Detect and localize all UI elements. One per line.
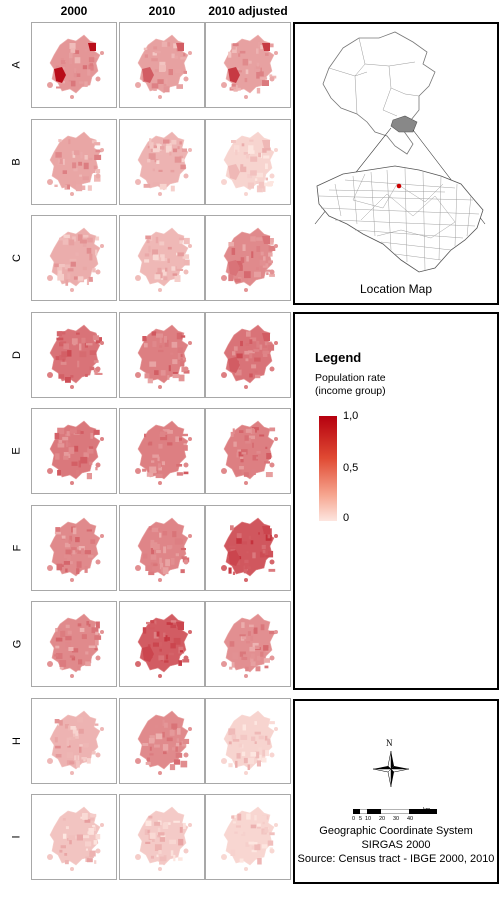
row-label-i: I: [8, 794, 26, 880]
legend-max-label: 1,0: [343, 410, 359, 422]
row-label-text: I: [11, 835, 23, 839]
scale-tick-5: 5: [359, 816, 363, 822]
map-f-2000: [31, 505, 117, 591]
state-municipalities: [316, 165, 484, 273]
map-d-2010-adjusted: [205, 312, 291, 398]
map-d-2000: [31, 312, 117, 398]
location-map-panel: Location Map: [293, 22, 499, 305]
location-map-caption: Location Map: [359, 282, 433, 296]
info-line-coordinate-system: Geographic Coordinate System: [319, 825, 473, 837]
row-label-e: E: [8, 408, 26, 494]
row-label-b: B: [8, 119, 26, 205]
map-f-2010-adjusted: [205, 505, 291, 591]
info-line-source: Source: Census tract - IBGE 2000, 2010: [297, 853, 495, 865]
map-i-2000: [31, 794, 117, 880]
legend-subtitle-line1: Population rate: [315, 372, 386, 384]
study-area-marker: [396, 183, 402, 189]
row-label-text: G: [11, 639, 23, 649]
legend-subtitle-line2: (income group): [315, 385, 386, 397]
row-label-text: H: [10, 737, 23, 745]
scale-tick-30: 30: [393, 816, 400, 822]
map-c-2000: [31, 215, 117, 301]
legend-title: Legend: [315, 350, 362, 365]
legend-color-ramp: [319, 416, 337, 521]
scale-tick-20: 20: [379, 816, 386, 822]
map-h-2010: [119, 698, 205, 784]
info-line-datum: SIRGAS 2000: [361, 839, 431, 851]
row-label-f: F: [8, 505, 26, 591]
scale-tick-0: 0: [352, 816, 356, 822]
row-label-h: H: [8, 698, 26, 784]
row-label-text: E: [11, 447, 23, 455]
column-header-2000: 2000: [60, 4, 88, 18]
map-e-2010-adjusted: [205, 408, 291, 494]
map-a-2010: [119, 22, 205, 108]
map-d-2010: [119, 312, 205, 398]
map-g-2010-adjusted: [205, 601, 291, 687]
map-b-2010-adjusted: [205, 119, 291, 205]
row-label-g: G: [8, 601, 26, 687]
location-map: [314, 31, 486, 273]
north-label: N: [386, 738, 393, 748]
map-g-2000: [31, 601, 117, 687]
row-label-text: D: [10, 351, 23, 359]
row-label-text: A: [11, 61, 23, 69]
sao-paulo-state-highlight: [390, 115, 418, 133]
map-g-2010: [119, 601, 205, 687]
map-a-2000: [31, 22, 117, 108]
legend-panel: Legend Population rate (income group) 1,…: [293, 312, 499, 690]
row-label-d: D: [8, 312, 26, 398]
legend-min-label: 0: [343, 512, 350, 524]
scale-tick-40: 40: [407, 816, 414, 822]
map-e-2000: [31, 408, 117, 494]
legend-mid-label: 0,5: [343, 462, 359, 474]
column-header-2010: 2010: [148, 4, 176, 18]
scale-bar: [353, 809, 437, 814]
map-h-2010-adjusted: [205, 698, 291, 784]
row-label-text: F: [10, 544, 23, 552]
map-b-2000: [31, 119, 117, 205]
row-label-c: C: [8, 215, 26, 301]
map-a-2010-adjusted: [205, 22, 291, 108]
row-label-text: C: [10, 254, 23, 262]
north-arrow-icon: [372, 750, 410, 788]
row-label-a: A: [8, 22, 26, 108]
map-f-2010: [119, 505, 205, 591]
map-i-2010: [119, 794, 205, 880]
scale-unit: km: [423, 807, 431, 813]
map-h-2000: [31, 698, 117, 784]
info-panel: N 0 5 10 20 30 40 km Geographic Coordina…: [293, 699, 499, 884]
scale-tick-10: 10: [365, 816, 372, 822]
legend-subtitle: Population rate (income group): [315, 372, 386, 398]
map-c-2010-adjusted: [205, 215, 291, 301]
map-c-2010: [119, 215, 205, 301]
row-label-text: B: [11, 158, 23, 166]
map-b-2010: [119, 119, 205, 205]
column-header-2010-adjusted: 2010 adjusted: [208, 4, 288, 18]
brazil-outline: [322, 31, 436, 155]
map-i-2010-adjusted: [205, 794, 291, 880]
map-e-2010: [119, 408, 205, 494]
